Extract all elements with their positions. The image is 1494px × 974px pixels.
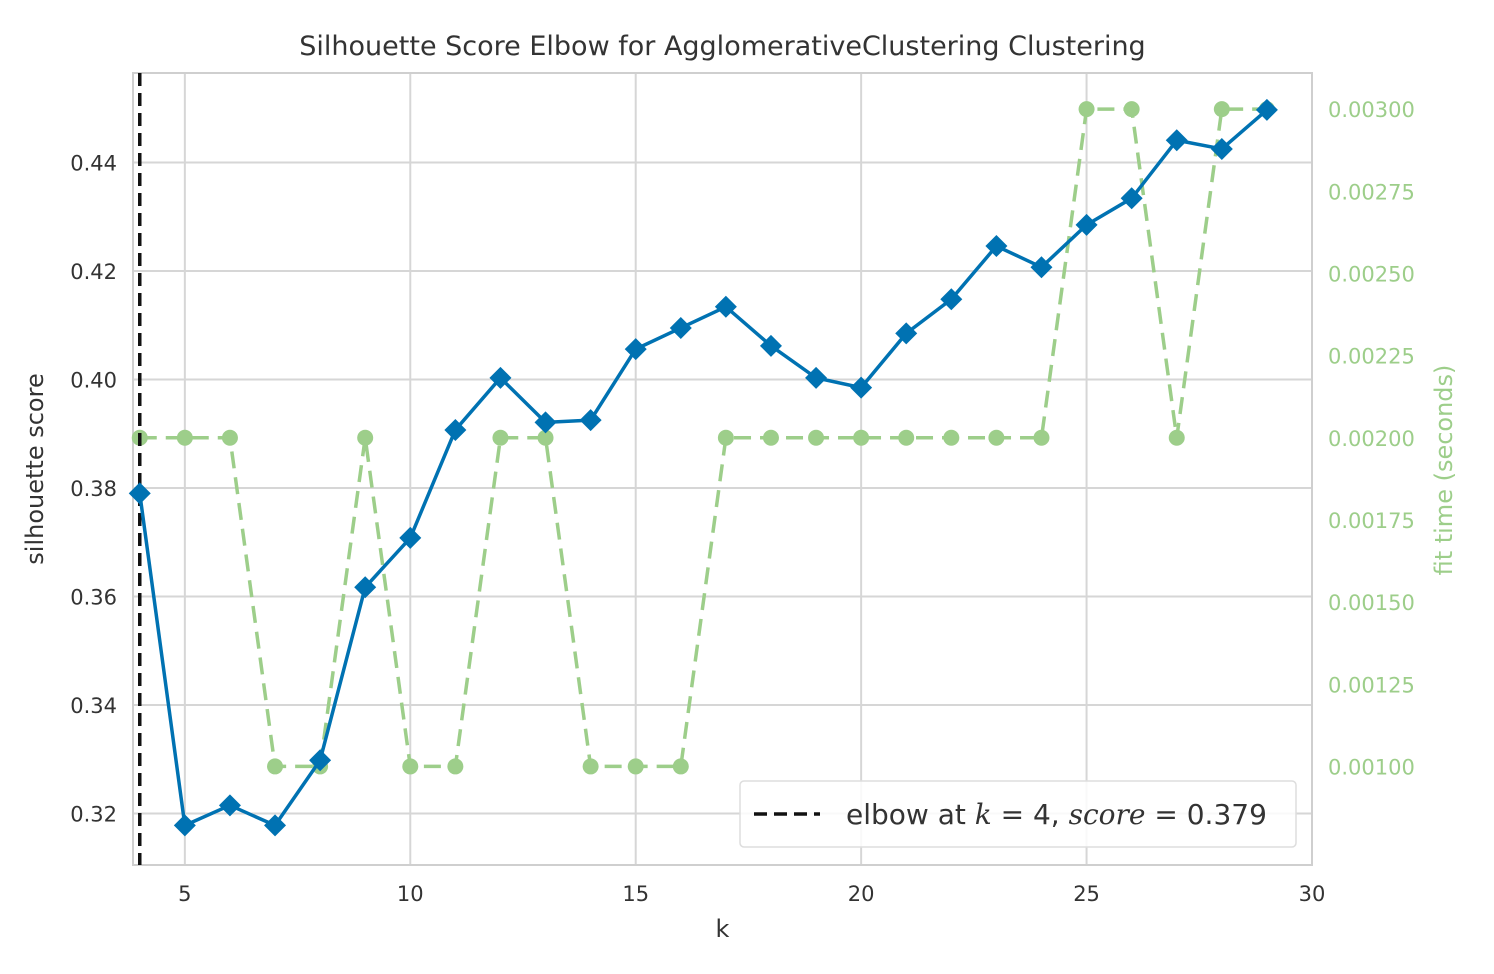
- silhouette-score-point: [128, 482, 151, 505]
- fit-time-point: [537, 429, 554, 446]
- axis-layer: 5 10 15 20 25 30 0.32 0.34 0.36 0.38 0.40 0.42 0.44 0…: [70, 98, 1415, 906]
- y2-tick-label: 0.00275: [1328, 180, 1415, 204]
- x-tick-label: 10: [397, 882, 424, 906]
- fit-time-line: [139, 107, 1267, 769]
- fit-time-point: [176, 429, 193, 446]
- legend: elbow at k = 4, score = 0.379: [739, 780, 1297, 848]
- y-tick-label: 0.42: [70, 260, 117, 284]
- legend-prefix: elbow at: [846, 798, 975, 831]
- fit-time-point: [853, 429, 870, 446]
- fit-time-point: [221, 429, 238, 446]
- silhouette-score-point: [534, 411, 557, 434]
- silhouette-score-point: [1165, 129, 1188, 152]
- y2-tick-label: 0.00175: [1328, 509, 1415, 533]
- silhouette-score-point: [850, 376, 873, 399]
- silhouette-score-point: [714, 295, 737, 318]
- silhouette-score-point: [1255, 98, 1278, 121]
- y-tick-label: 0.44: [70, 152, 117, 176]
- silhouette-score-point: [173, 814, 196, 837]
- fit-time-point: [672, 758, 689, 775]
- fit-time-point: [717, 429, 734, 446]
- y2-tick-label: 0.00200: [1328, 427, 1415, 451]
- y-tick-label: 0.40: [70, 368, 117, 392]
- legend-elbow-label: elbow at k = 4, score = 0.379: [846, 798, 1267, 831]
- legend-k-value: = 4,: [992, 798, 1069, 831]
- silhouette-score-point: [669, 316, 692, 339]
- y-tick-label: 0.38: [70, 477, 117, 501]
- fit-time-point: [357, 429, 374, 446]
- chart-title: Silhouette Score Elbow for Agglomerative…: [299, 31, 1145, 62]
- series-layer: [128, 73, 1278, 865]
- fit-time-point: [988, 429, 1005, 446]
- fit-time-point: [1168, 429, 1185, 446]
- fit-time-point: [447, 758, 464, 775]
- legend-score-symbol: score: [1069, 798, 1146, 831]
- fit-time-point: [898, 429, 915, 446]
- y-axis-label: silhouette score: [21, 373, 49, 564]
- y-tick-label: 0.36: [70, 585, 117, 609]
- fit-time-point: [1123, 101, 1140, 118]
- y2-tick-label: 0.00150: [1328, 591, 1415, 615]
- silhouette-score-point: [354, 576, 377, 599]
- fit-time-point: [1033, 429, 1050, 446]
- fit-time-point: [582, 758, 599, 775]
- x-tick-label: 5: [178, 882, 191, 906]
- fit-time-point: [1213, 101, 1230, 118]
- fit-time-point: [627, 758, 644, 775]
- silhouette-score-point: [940, 288, 963, 311]
- x-tick-label: 30: [1299, 882, 1326, 906]
- fit-time-point: [402, 758, 419, 775]
- legend-score-value: = 0.379: [1145, 798, 1266, 831]
- silhouette-score-point: [895, 322, 918, 345]
- silhouette-score-point: [218, 794, 241, 817]
- legend-k-symbol: k: [975, 798, 992, 831]
- x-axis-label: k: [716, 915, 730, 943]
- silhouette-score-point: [489, 366, 512, 389]
- silhouette-score-point: [1120, 187, 1143, 210]
- y2-tick-label: 0.00250: [1328, 262, 1415, 286]
- silhouette-score-point: [309, 749, 332, 772]
- fit-time-point: [943, 429, 960, 446]
- legend-box: [739, 780, 1297, 848]
- plot-frame: [132, 72, 1313, 866]
- x-tick-label: 15: [622, 882, 649, 906]
- silhouette-score-point: [624, 338, 647, 361]
- fit-time-point: [808, 429, 825, 446]
- y2-tick-label: 0.00100: [1328, 755, 1415, 779]
- y2-tick-label: 0.00225: [1328, 345, 1415, 369]
- fit-time-point: [1078, 101, 1095, 118]
- x-tick-label: 20: [848, 882, 875, 906]
- silhouette-score-point: [399, 526, 422, 549]
- silhouette-score-point: [579, 409, 602, 432]
- y2-axis-label: fit time (seconds): [1430, 365, 1458, 576]
- y-tick-label: 0.32: [70, 802, 117, 826]
- silhouette-score-line: [138, 108, 1269, 828]
- fit-time-point: [492, 429, 509, 446]
- silhouette-score-point: [759, 334, 782, 357]
- y2-tick-label: 0.00300: [1328, 98, 1415, 122]
- x-tick-label: 25: [1073, 882, 1100, 906]
- silhouette-score-point: [444, 418, 467, 441]
- silhouette-score-point: [264, 814, 287, 837]
- silhouette-score-point: [1210, 137, 1233, 160]
- silhouette-score-point: [805, 366, 828, 389]
- silhouette-score-point: [1075, 213, 1098, 236]
- fit-time-point: [762, 429, 779, 446]
- silhouette-score-point: [985, 235, 1008, 258]
- fit-time-point: [267, 758, 284, 775]
- silhouette-score-point: [1030, 256, 1053, 279]
- y2-tick-label: 0.00125: [1328, 673, 1415, 697]
- y-tick-label: 0.34: [70, 694, 117, 718]
